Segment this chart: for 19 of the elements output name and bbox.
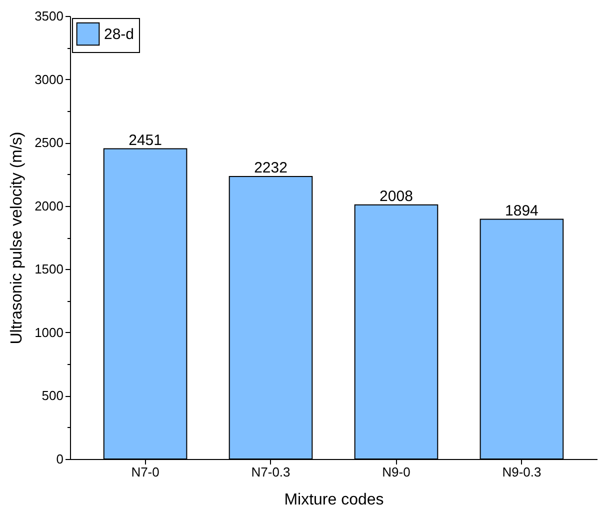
- y-tick-label: 2500: [34, 135, 64, 150]
- x-tick-label: N9-0: [382, 464, 410, 480]
- y-tick-label: 2000: [34, 198, 64, 214]
- x-axis-title: Mixture codes: [284, 492, 384, 508]
- y-axis-title: Ultrasonic pulse velocity (m/s): [8, 132, 26, 344]
- data-label: 2008: [380, 188, 413, 205]
- y-tick-label: 3000: [34, 72, 64, 87]
- data-label: 1894: [505, 202, 538, 220]
- data-label: 2451: [128, 132, 162, 149]
- y-tick-label: 500: [42, 388, 64, 404]
- x-tick-label: N9-0.3: [502, 464, 542, 480]
- data-label: 2232: [254, 159, 288, 176]
- x-tick-label: N7-0: [131, 464, 160, 480]
- y-tick-label: 1500: [34, 262, 64, 277]
- y-tick-label: 3500: [34, 8, 64, 24]
- x-tick-label: N7-0.3: [251, 464, 290, 480]
- legend-label: 28-d: [104, 26, 134, 43]
- y-tick-label: 0: [56, 452, 64, 466]
- y-tick-label: 1000: [34, 324, 64, 340]
